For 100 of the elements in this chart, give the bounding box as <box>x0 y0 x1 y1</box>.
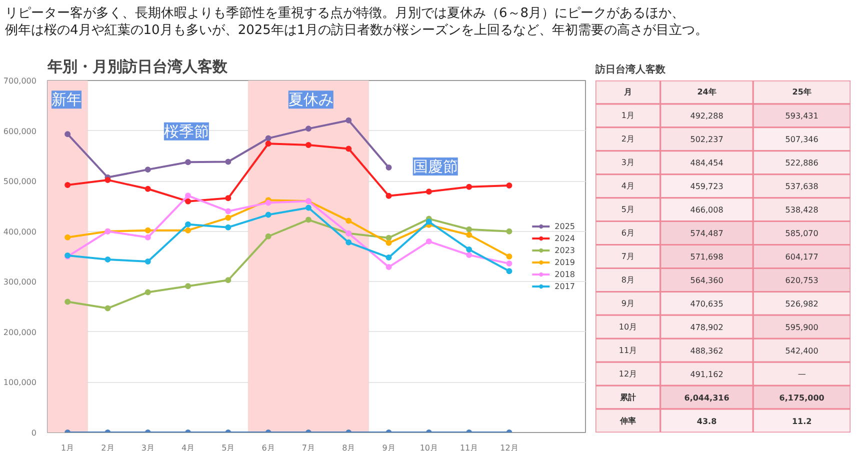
point <box>386 254 392 260</box>
y-tick-label: 5月 <box>621 205 635 214</box>
point <box>265 233 272 240</box>
legend-label: 2017 <box>554 281 575 291</box>
x-tick-label: 24年 <box>697 88 716 97</box>
data-label: 593,431 <box>785 112 818 121</box>
y-tick-label: 12月 <box>618 369 638 378</box>
point <box>104 305 111 312</box>
point <box>185 283 192 290</box>
point <box>64 131 71 138</box>
data-label: 484,454 <box>690 158 724 168</box>
point <box>64 298 71 305</box>
data-label: 470,635 <box>690 299 724 308</box>
y-tick-label: 4月 <box>621 182 635 191</box>
data-label: 491,162 <box>690 370 724 379</box>
point <box>466 246 472 252</box>
point <box>386 264 392 270</box>
point <box>506 228 512 234</box>
y-tick-label: 9月 <box>621 298 635 308</box>
data-label: 585,070 <box>785 229 818 238</box>
data-label: 538,428 <box>785 206 818 215</box>
y-tick-label: 100,000 <box>3 378 37 388</box>
point <box>225 208 232 214</box>
data-label: 574,487 <box>690 229 724 238</box>
point <box>144 289 151 296</box>
point <box>506 254 512 260</box>
y-tick-label: 伸率 <box>618 415 636 426</box>
point <box>346 218 352 224</box>
y-tick-label: 6月 <box>621 228 635 238</box>
data-label: 502,237 <box>690 135 724 144</box>
point <box>144 166 151 173</box>
band-label: 夏休み <box>288 90 334 109</box>
legend-label: 2023 <box>554 245 575 255</box>
point <box>305 142 312 148</box>
point <box>466 232 472 238</box>
point <box>305 216 312 223</box>
point <box>144 258 151 265</box>
y-tick-label: 2月 <box>621 134 635 144</box>
annotation: 国慶節 <box>412 158 458 176</box>
point <box>346 239 352 246</box>
data-label: 595,900 <box>785 322 818 332</box>
text: リピーター客が多く、長期休暇よりも季節性を重視する点が特徴。月別では夏休み（6～8月）にピークがあるほか、 <box>5 6 685 21</box>
y-tick-label: 700,000 <box>3 76 37 86</box>
y-tick-label: 400,000 <box>3 227 37 236</box>
y-tick-label: 11月 <box>618 346 638 355</box>
point <box>386 164 392 170</box>
data-label: 6,044,316 <box>684 393 730 402</box>
point <box>386 234 392 241</box>
data-label: 604,177 <box>785 252 818 262</box>
point <box>346 146 352 152</box>
data-label: 507,346 <box>785 135 818 144</box>
point <box>144 227 151 234</box>
point <box>506 182 512 189</box>
point <box>225 224 232 230</box>
point <box>265 200 272 206</box>
legend-label: 2019 <box>554 257 575 267</box>
point <box>305 126 312 132</box>
point <box>466 184 472 190</box>
point <box>506 268 512 274</box>
point <box>466 226 472 232</box>
point <box>346 117 352 124</box>
point <box>305 204 312 211</box>
point <box>185 192 192 199</box>
data-label: 43.8 <box>696 416 718 426</box>
y-tick-label: 200,000 <box>3 328 37 337</box>
data-label: 488,362 <box>690 346 724 356</box>
data-label: 478,902 <box>690 322 724 332</box>
y-tick-label: 10月 <box>618 322 638 332</box>
point <box>265 212 272 218</box>
text: 例年は桜の4月や紅葉の10月も多いが、2025年は1月の訪日者数が桜シーズンを上回るなど、年初需要の高さが目立つ。 <box>5 23 708 38</box>
point <box>265 140 272 147</box>
y-tick-label: 600,000 <box>3 126 37 136</box>
chart-title: 年別・月別訪日台湾人客数 <box>46 58 228 76</box>
point <box>506 260 512 267</box>
data-label: 542,400 <box>785 346 818 356</box>
point <box>426 188 432 195</box>
point <box>426 238 432 244</box>
y-tick-label: 3月 <box>621 158 635 168</box>
point <box>185 221 192 228</box>
point <box>104 256 111 263</box>
y-tick-label: 1月 <box>621 111 635 120</box>
annotation: 桜季節 <box>164 122 209 140</box>
point <box>64 182 71 188</box>
point <box>104 176 111 183</box>
point <box>185 227 192 234</box>
point <box>386 192 392 199</box>
data-label: 537,638 <box>785 182 818 192</box>
data-label: 459,723 <box>690 182 724 192</box>
chart-title: 訪日台湾人客数 <box>594 64 666 76</box>
point <box>225 214 232 221</box>
data-label: 620,753 <box>785 276 818 285</box>
band-label: 新年 <box>52 90 82 109</box>
legend-label: 2024 <box>554 233 575 243</box>
point <box>225 277 232 284</box>
point <box>386 240 392 246</box>
y-tick-label: 300,000 <box>3 278 37 287</box>
point <box>466 252 472 258</box>
data-label: 564,360 <box>690 276 724 285</box>
y-axis-title: 月 <box>622 88 632 97</box>
point <box>225 195 232 202</box>
